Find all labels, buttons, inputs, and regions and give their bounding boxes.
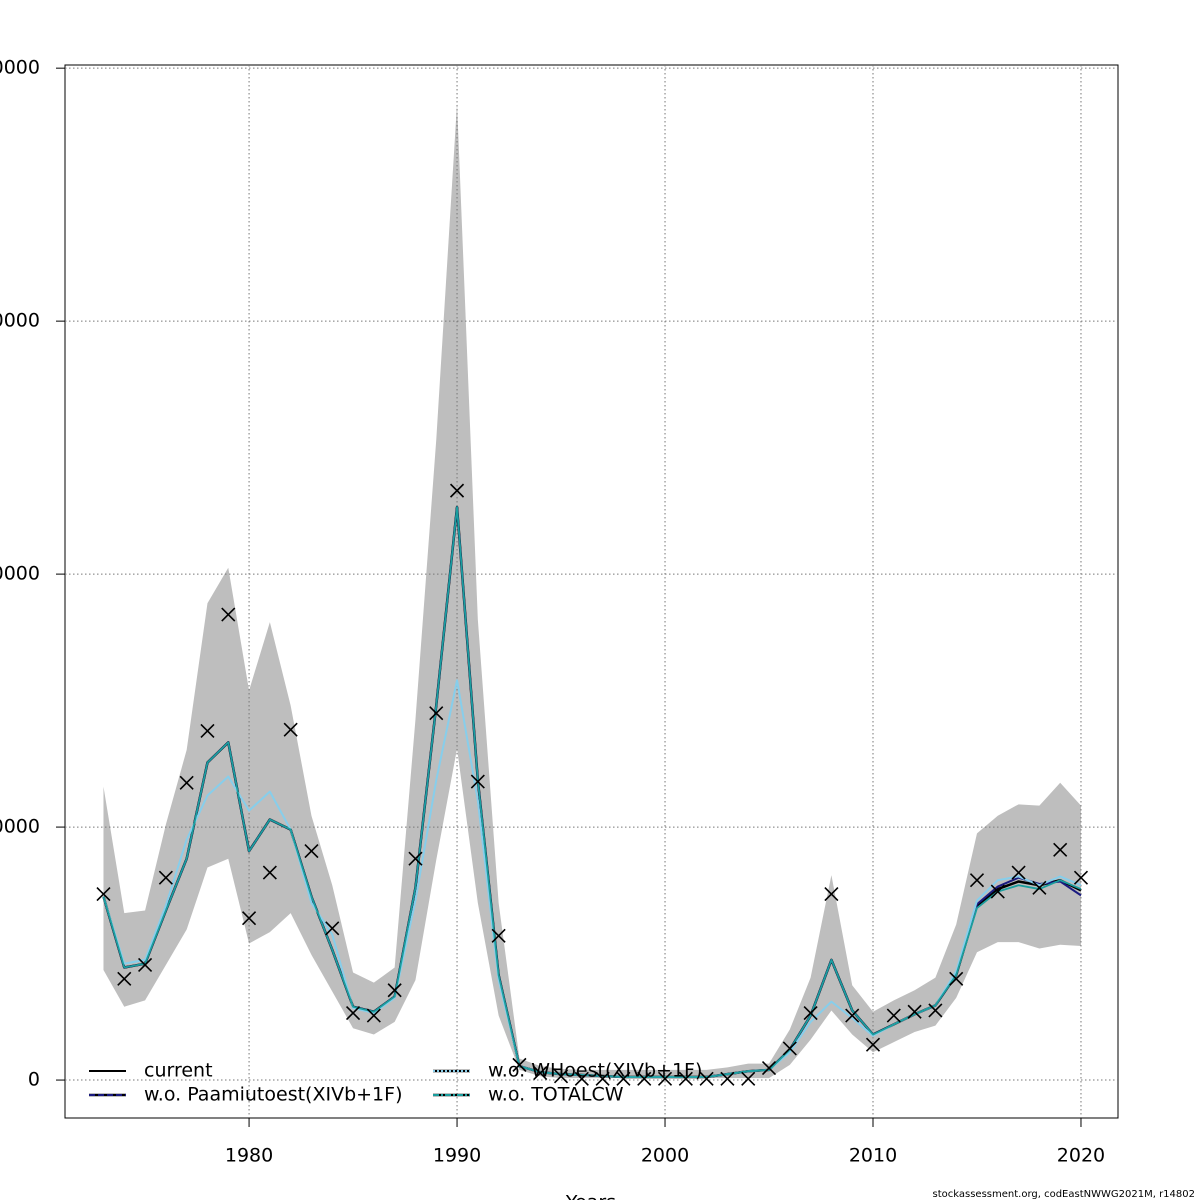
legend-item: current — [89, 1060, 213, 1082]
observation — [865, 1037, 881, 1052]
x-axis-label: Years — [565, 1192, 616, 1200]
observation — [741, 1071, 756, 1086]
plot-frame — [64, 64, 1119, 1119]
observation — [241, 911, 257, 926]
x-tick-label: 1980 — [225, 1145, 273, 1167]
observation — [907, 1004, 922, 1019]
observation — [491, 928, 506, 943]
observation — [304, 844, 319, 859]
observation — [221, 607, 236, 622]
observation — [616, 1071, 631, 1086]
observation — [138, 957, 153, 973]
observation — [699, 1071, 714, 1086]
observation — [761, 1060, 777, 1076]
y-tick-label: 60000 — [0, 310, 40, 332]
observation — [262, 865, 277, 880]
legend-item: w.o. Paamiutoest(XIVb+1F) — [89, 1084, 402, 1106]
observation — [345, 1005, 361, 1021]
observation — [845, 1008, 860, 1023]
observation — [179, 775, 194, 790]
observation — [408, 851, 423, 866]
observation — [512, 1057, 527, 1072]
observation — [1032, 880, 1047, 895]
observation — [949, 971, 964, 986]
observation — [325, 921, 340, 936]
observation — [117, 971, 132, 986]
observation — [283, 722, 298, 737]
y-tick-label: 40000 — [0, 563, 40, 585]
observation — [637, 1071, 652, 1086]
legend-label: current — [144, 1060, 213, 1082]
observation — [657, 1071, 673, 1086]
observation — [928, 1003, 943, 1018]
legend-item: w.o. TOTALCW — [433, 1084, 624, 1106]
observation — [429, 706, 444, 721]
observation — [158, 870, 173, 885]
observation — [990, 884, 1005, 899]
observation — [553, 1069, 569, 1084]
observation — [574, 1071, 589, 1086]
observation — [533, 1066, 548, 1081]
x-tick-label: 1990 — [433, 1145, 481, 1167]
observation — [200, 723, 215, 739]
observation — [678, 1071, 693, 1086]
y-tick-label: 80000 — [0, 57, 40, 79]
y-tick-label: 0 — [28, 1069, 40, 1091]
legend-label: w.o. TOTALCW — [488, 1084, 624, 1106]
x-tick-label: 2010 — [849, 1145, 897, 1167]
observation — [824, 887, 839, 902]
observation — [1073, 870, 1089, 885]
legend-item: w.o. WHoest(XIVb+1F) — [433, 1060, 702, 1082]
observation — [803, 1005, 818, 1021]
observation — [782, 1041, 797, 1056]
series-line — [102, 506, 1082, 1078]
confidence-band — [103, 103, 1081, 1079]
observation — [470, 774, 485, 789]
observation — [96, 887, 111, 902]
legend-label: w.o. Paamiutoest(XIVb+1F) — [144, 1084, 402, 1106]
footnote: stockassessment.org, codEastNWWG2021M, r… — [933, 1189, 1195, 1200]
observation — [1011, 865, 1026, 880]
observation — [969, 873, 985, 888]
observation — [1053, 842, 1068, 857]
observation — [595, 1071, 610, 1086]
legend-label: w.o. WHoest(XIVb+1F) — [488, 1060, 702, 1082]
observation — [720, 1071, 735, 1086]
observation — [449, 483, 465, 498]
observation — [387, 983, 402, 998]
x-tick-label: 2000 — [641, 1145, 689, 1167]
observation — [886, 1008, 901, 1023]
observation — [366, 1008, 381, 1023]
x-tick-label: 2020 — [1057, 1145, 1105, 1167]
